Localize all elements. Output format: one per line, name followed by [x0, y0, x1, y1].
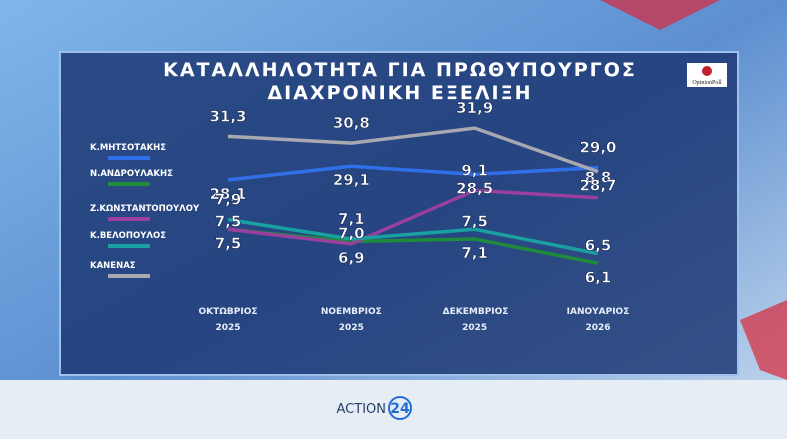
legend-label: ΚΑΝΕΝΑΣ	[90, 261, 136, 271]
data-label: 7,1	[461, 244, 488, 262]
x-tick-label: ΟΚΤΩΒΡΙΟΣ 2025	[198, 307, 258, 333]
series-line	[227, 126, 599, 174]
channel-number: 24	[390, 401, 410, 417]
data-label: 7,9	[215, 191, 242, 209]
data-label: 9,1	[461, 161, 488, 179]
data-label: 6,5	[585, 237, 612, 255]
data-label: 7,1	[338, 210, 365, 228]
series-line	[227, 217, 599, 256]
data-label: 7,5	[215, 234, 242, 252]
data-label: 30,8	[333, 114, 370, 132]
logo-icon	[702, 66, 712, 76]
data-label: 28,7	[579, 177, 616, 195]
data-label: 7,5	[461, 212, 488, 230]
data-label: 7,0	[338, 224, 365, 242]
legend-label: Κ.ΜΗΤΣΟΤΑΚΗΣ	[90, 143, 166, 153]
decor	[740, 300, 787, 380]
decor	[600, 0, 720, 30]
data-label: 29,0	[579, 139, 616, 157]
data-label: 6,1	[585, 268, 612, 286]
channel-ring	[388, 396, 412, 420]
data-label: 31,3	[209, 107, 246, 125]
series-line	[227, 188, 599, 246]
series-line	[227, 164, 599, 182]
pollster-logo: OpinionPoll	[692, 80, 722, 86]
data-label: 29,1	[333, 171, 370, 189]
data-label: 6,9	[338, 249, 365, 267]
data-label: 7,5	[215, 212, 242, 230]
data-label: 8,8	[585, 169, 612, 187]
data-label: 28,5	[456, 179, 493, 197]
legend-label: Ν.ΑΝΔΡΟΥΛΑΚΗΣ	[90, 169, 173, 179]
panel	[59, 51, 739, 376]
x-tick-label: ΙΑΝΟΥΑΡΙΟΣ 2026	[566, 307, 630, 333]
x-tick-label: ΝΟΕΜΒΡΙΟΣ 2025	[320, 307, 382, 333]
data-label: 28,1	[209, 185, 246, 203]
legend-label: Ζ.ΚΩΝΣΤΑΝΤΟΠΟΥΛΟΥ	[90, 204, 200, 214]
channel-name: ACTION	[337, 402, 386, 417]
chart-title: ΚΑΤΑΛΛΗΛΟΤΗΤΑ ΓΙΑ ΠΡΩΘΥΠΟΥΡΓΟΣ	[163, 59, 637, 81]
data-label: 31,9	[456, 99, 493, 117]
x-tick-label: ΔΕΚΕΜΒΡΙΟΣ 2025	[442, 307, 509, 333]
chart-subtitle: ΔΙΑΧΡΟΝΙΚΗ ΕΞΕΛΙΞΗ	[267, 82, 532, 104]
floor	[0, 380, 787, 439]
legend-label: Κ.ΒΕΛΟΠΟΥΛΟΣ	[90, 231, 166, 241]
